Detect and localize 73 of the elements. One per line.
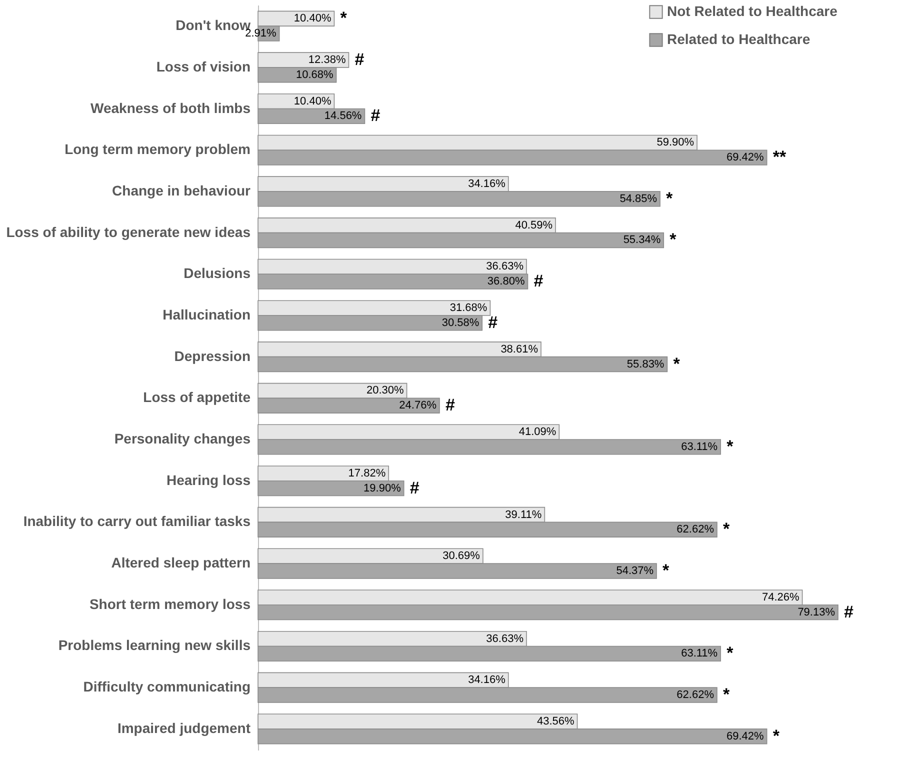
data-label: 14.56% (324, 110, 362, 122)
annotation: * (340, 8, 348, 28)
y-tick-label: Inability to carry out familiar tasks (23, 513, 251, 530)
legend-label: Not Related to Healthcare (667, 3, 838, 19)
y-tick-label: Altered sleep pattern (111, 554, 250, 571)
y-tick-label: Weakness of both limbs (90, 100, 251, 116)
y-tick-label: Long term memory problem (64, 141, 250, 158)
data-label: 40.59% (515, 219, 553, 232)
data-label: 20.30% (366, 384, 404, 397)
y-tick-label: Personality changes (114, 430, 251, 447)
data-label: 24.76% (399, 400, 437, 412)
y-tick-label: Short term memory loss (89, 596, 251, 612)
y-tick-label: Depression (174, 348, 250, 364)
annotation: # (488, 312, 498, 332)
annotation: # (370, 106, 381, 126)
data-label: 55.34% (623, 234, 661, 246)
y-tick-label: Change in behaviour (112, 182, 252, 198)
annotation: # (410, 478, 420, 498)
annotation: * (722, 520, 730, 539)
data-label: 17.82% (348, 467, 386, 480)
data-label: 63.11% (681, 440, 718, 453)
data-label: 38.61% (500, 343, 538, 356)
data-label: 41.09% (518, 426, 556, 438)
annotation: * (772, 726, 780, 746)
data-label: 62.62% (676, 524, 714, 536)
data-label: 10.40% (294, 12, 332, 25)
annotation: * (670, 230, 677, 250)
annotation: * (726, 644, 734, 663)
data-label: 63.11% (681, 648, 718, 660)
y-tick-label: Difficulty communicating (83, 678, 250, 695)
data-label: 36.80% (487, 276, 525, 288)
data-label: 62.62% (676, 689, 714, 702)
legend-label: Related to Healthcare (667, 31, 810, 47)
y-tick-label: Hallucination (162, 306, 250, 322)
annotation: * (662, 560, 670, 580)
data-label: 69.42% (726, 152, 764, 164)
data-label: 2.91% (245, 28, 277, 40)
data-label: 79.13% (798, 606, 836, 618)
y-tick-label: Hearing loss (166, 472, 251, 488)
data-label: 74.26% (762, 591, 800, 604)
data-label: 19.90% (364, 482, 402, 494)
data-label: 34.16% (468, 178, 506, 190)
data-label: 10.40% (294, 95, 332, 108)
y-tick-label: Problems learning new skills (58, 637, 251, 654)
annotation: * (666, 188, 674, 208)
data-label: 39.11% (505, 508, 542, 521)
data-label: 43.56% (536, 715, 574, 728)
data-label: 59.90% (656, 136, 694, 149)
data-label: 30.69% (442, 550, 480, 562)
data-label: 12.38% (308, 54, 346, 66)
data-label: 69.42% (726, 730, 764, 742)
data-label: 54.85% (620, 192, 658, 205)
y-tick-label: Impaired judgement (117, 720, 251, 736)
y-tick-label: Delusions (184, 265, 251, 282)
y-tick-label: Loss of appetite (143, 389, 251, 406)
data-label: 30.58% (442, 316, 480, 329)
data-label: 10.68% (296, 68, 334, 81)
data-label: 36.63% (486, 632, 524, 645)
y-tick-label: Loss of ability to generate new ideas (6, 224, 251, 240)
annotation: # (354, 50, 365, 69)
annotation: * (722, 685, 730, 704)
annotation: # (534, 272, 544, 291)
y-tick-label: Loss of vision (156, 58, 250, 74)
data-label: 54.37% (616, 564, 654, 577)
annotation: * (673, 354, 680, 374)
annotation: * (726, 436, 734, 456)
annotation: ** (772, 148, 786, 167)
data-label: 36.63% (486, 260, 524, 273)
data-label: 55.83% (626, 358, 664, 370)
data-label: 34.16% (468, 674, 506, 686)
annotation: # (445, 396, 456, 415)
data-label: 31.68% (450, 302, 488, 314)
annotation: # (844, 602, 854, 622)
